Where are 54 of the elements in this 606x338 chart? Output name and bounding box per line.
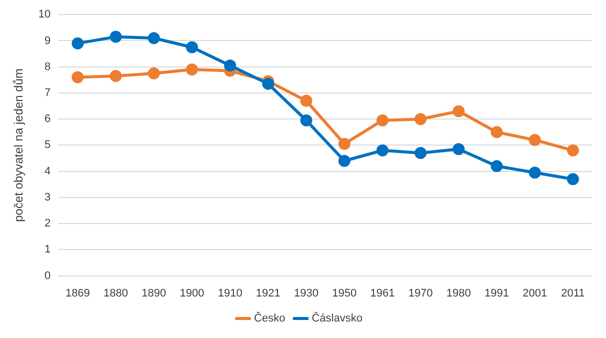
x-tick-label: 1991 [484,287,509,300]
y-tick-label: 5 [44,139,51,152]
point [566,144,579,156]
x-tick-label: 2001 [522,287,548,300]
point [224,60,236,72]
point [376,114,388,126]
point [186,41,198,54]
y-tick-label: 2 [44,218,51,230]
point [528,166,541,179]
point [490,126,503,138]
legend-label: Česko [254,312,286,325]
x-tick-label: 1869 [65,287,90,300]
point [414,147,427,160]
y-tick-label: 8 [44,60,51,73]
point [452,143,465,156]
x-tick-label: 1880 [104,287,128,300]
point [452,105,465,118]
y-tick-label: 4 [44,165,51,178]
y-tick-label: 10 [38,8,51,21]
y-tick-label: 7 [44,86,51,99]
point [300,114,312,126]
y-axis-title: počet obyvatel na jeden dům [12,68,26,222]
y-tick-label: 6 [44,113,51,126]
x-tick-label: 1910 [218,287,242,300]
point [566,173,579,186]
x-tick-label: 1930 [294,287,319,300]
y-tick-label: 0 [44,270,51,282]
point [72,71,84,84]
point [110,70,122,82]
point [186,63,198,76]
x-tick-label: 1970 [408,287,433,300]
x-tick-label: 1980 [446,287,471,300]
x-tick-label: 1950 [332,287,357,300]
point [72,37,84,50]
point [110,30,122,43]
y-tick-label: 3 [44,191,51,204]
point [148,67,160,80]
x-tick-label: 1921 [256,287,280,300]
point [338,138,350,150]
point [262,78,274,90]
x-tick-label: 1961 [370,287,395,300]
point [376,144,388,156]
point [490,160,503,172]
y-tick-label: 1 [44,244,51,256]
legend-label: Čáslavsko [312,312,362,325]
x-tick-label: 2011 [561,287,585,300]
point [300,94,312,107]
point [414,113,427,126]
point [338,154,350,167]
point [528,134,541,146]
x-tick-label: 1890 [142,287,166,300]
point [148,32,160,44]
x-tick-label: 1900 [180,287,204,300]
y-tick-label: 9 [44,34,51,47]
